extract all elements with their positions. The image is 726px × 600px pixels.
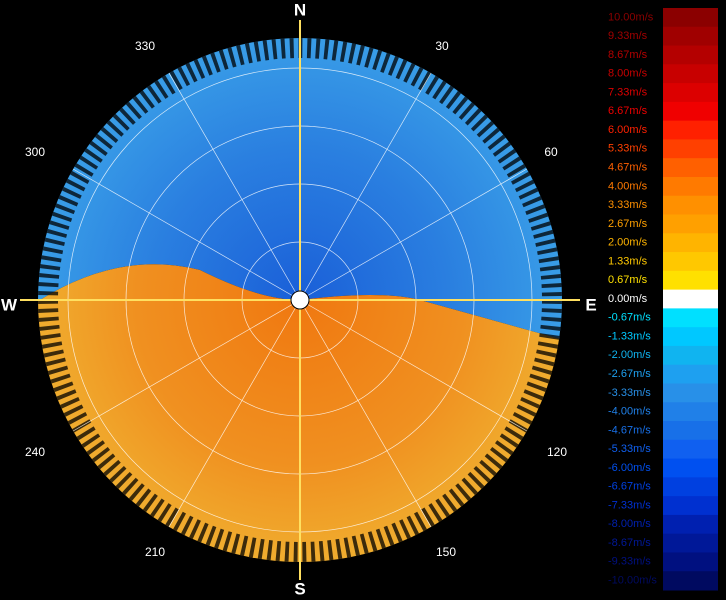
colorbar-swatch [663, 45, 718, 65]
colorbar-swatch [663, 252, 718, 272]
colorbar-label: 10.00m/s [608, 11, 654, 23]
azimuth-label: 210 [145, 545, 165, 559]
colorbar-swatch [663, 139, 718, 159]
colorbar-label: -4.00m/s [608, 406, 651, 418]
colorbar-swatch [663, 83, 718, 103]
colorbar-swatch [663, 383, 718, 403]
colorbar-swatch [663, 289, 718, 309]
colorbar-label: -6.00m/s [608, 462, 651, 474]
colorbar-label: 2.00m/s [608, 237, 648, 249]
colorbar-label: -0.67m/s [608, 312, 651, 324]
colorbar-label: 6.00m/s [608, 124, 648, 136]
azimuth-label: 60 [544, 145, 558, 159]
colorbar-label: 9.33m/s [608, 30, 648, 42]
colorbar-swatch [663, 233, 718, 253]
azimuth-line [299, 299, 432, 528]
colorbar-label: -4.67m/s [608, 424, 651, 436]
colorbar-swatch [663, 176, 718, 197]
azimuth-line [299, 168, 528, 301]
colorbar-swatch [663, 327, 718, 347]
radar-site [290, 290, 310, 310]
azimuth-line [72, 299, 301, 432]
colorbar-swatch [663, 458, 718, 478]
colorbar-swatch [663, 270, 718, 291]
compass-e: E [585, 295, 596, 314]
colorbar-swatch [663, 8, 718, 28]
colorbar-label: 4.67m/s [608, 161, 648, 173]
colorbar-swatch [663, 402, 718, 422]
colorbar-label: -2.00m/s [608, 349, 651, 361]
colorbar-label: 8.00m/s [608, 68, 648, 80]
colorbar-label: 7.33m/s [608, 86, 648, 98]
colorbar-label: -1.33m/s [608, 330, 651, 342]
compass-w: W [1, 295, 18, 314]
colorbar-label: -8.00m/s [608, 518, 651, 530]
colorbar-swatch [663, 421, 718, 441]
colorbar-label: 4.00m/s [608, 180, 648, 192]
azimuth-label: 150 [436, 545, 456, 559]
colorbar-label: 3.33m/s [608, 199, 648, 211]
azimuth-label: 120 [547, 445, 567, 459]
colorbar-label: -8.67m/s [608, 537, 651, 549]
colorbar-swatch [663, 195, 718, 216]
colorbar-swatch [663, 477, 718, 497]
colorbar-label: -2.67m/s [608, 368, 651, 380]
colorbar-swatch [663, 64, 718, 84]
colorbar-swatch [663, 214, 718, 234]
colorbar-swatch [663, 120, 718, 140]
colorbar-label: -7.33m/s [608, 499, 651, 511]
colorbar-swatch [663, 533, 718, 553]
colorbar-swatch [663, 308, 718, 328]
colorbar-swatch [663, 496, 718, 516]
azimuth-line [72, 168, 301, 301]
compass-n: N [294, 0, 306, 19]
colorbar-label: 2.67m/s [608, 218, 648, 230]
colorbar-label: -10.00m/s [608, 575, 657, 587]
azimuth-line [299, 72, 432, 301]
colorbar-swatch [663, 439, 718, 460]
colorbar-label: 0.00m/s [608, 293, 648, 305]
colorbar-label: -5.33m/s [608, 443, 651, 455]
colorbar-label: 1.33m/s [608, 255, 648, 267]
colorbar-swatch [663, 364, 718, 384]
colorbar-label: 8.67m/s [608, 49, 648, 61]
azimuth-line [299, 299, 528, 432]
colorbar-label: -9.33m/s [608, 556, 651, 568]
colorbar-swatch [663, 26, 718, 47]
colorbar-swatch [663, 514, 718, 535]
colorbar-label: 0.67m/s [608, 274, 648, 286]
azimuth-line [168, 72, 301, 301]
colorbar-swatch [663, 345, 718, 366]
colorbar-swatch [663, 158, 718, 178]
colorbar-swatch [663, 552, 718, 572]
azimuth-line [168, 299, 301, 528]
colorbar-label: -6.67m/s [608, 481, 651, 493]
azimuth-label: 330 [135, 39, 155, 53]
compass-s: S [294, 579, 305, 598]
colorbar-label: 6.67m/s [608, 105, 648, 117]
azimuth-label: 30 [435, 39, 449, 53]
colorbar-label: -3.33m/s [608, 387, 651, 399]
colorbar-swatch [663, 101, 718, 122]
colorbar-swatch [663, 571, 718, 591]
azimuth-label: 300 [25, 145, 45, 159]
azimuth-label: 240 [25, 445, 45, 459]
colorbar-label: 5.33m/s [608, 143, 648, 155]
